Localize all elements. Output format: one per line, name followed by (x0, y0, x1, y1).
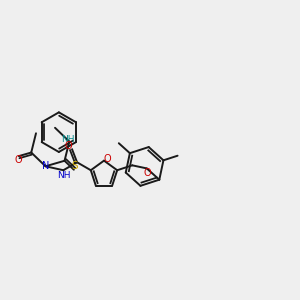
Text: NH: NH (58, 171, 71, 180)
Text: N: N (42, 161, 49, 171)
Text: S: S (71, 161, 78, 171)
Text: O: O (64, 141, 72, 152)
Text: O: O (14, 155, 22, 165)
Text: NH: NH (61, 135, 75, 144)
Text: O: O (103, 154, 111, 164)
Text: O: O (144, 168, 152, 178)
